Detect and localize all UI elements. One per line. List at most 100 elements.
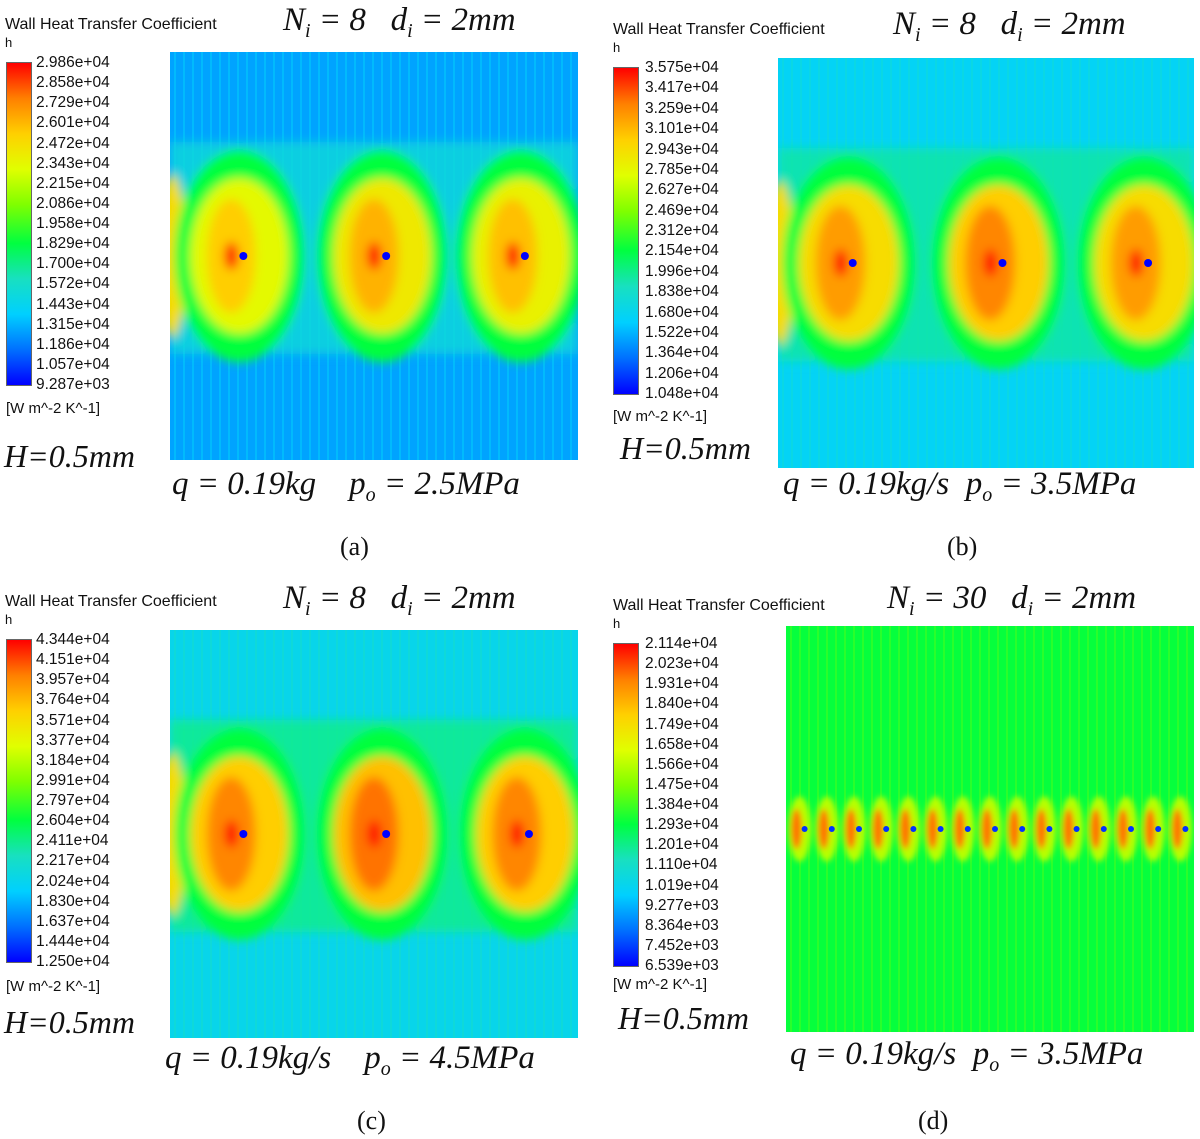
heatmap-plot [170, 630, 578, 1038]
colorbar-tick-label: 1.019e+04 [645, 876, 719, 894]
colorbar-tick-label: 3.377e+04 [36, 731, 110, 749]
hotspot-center [239, 830, 248, 838]
hotspot-center [856, 826, 862, 832]
hotspot-core [1063, 808, 1075, 850]
hotspot-peak [509, 820, 524, 848]
colorbar [6, 62, 32, 386]
colorbar-tick-label: 2.154e+04 [645, 242, 719, 260]
hotspot-peak [224, 242, 239, 270]
di-value: 2mm [451, 580, 516, 616]
hotspot-center [848, 259, 857, 267]
colorbar-tick-label: 2.343e+04 [36, 154, 110, 172]
variable-label: h [5, 612, 13, 627]
heatmap-plot [778, 58, 1194, 468]
colorbar-tick-label: 3.101e+04 [645, 120, 719, 138]
flow-conditions: q = 0.19kg/s po = 4.5MPa [165, 1040, 535, 1080]
colorbar-tick-label: 9.277e+03 [645, 896, 719, 914]
colorbar-tick-label: 2.729e+04 [36, 94, 110, 112]
colorbar-tick-label: 1.293e+04 [645, 816, 719, 834]
colorbar-tick-label: 1.838e+04 [645, 283, 719, 301]
di-value: 2mm [1071, 580, 1137, 616]
colorbar-tick-label: 2.991e+04 [36, 771, 110, 789]
q-label: q = 0.19kg/s [790, 1036, 957, 1072]
colorbar-tick-label: 1.110e+04 [645, 856, 718, 874]
hotspot-center [1100, 826, 1107, 832]
hotspot-center [1144, 259, 1153, 267]
po-value: 3.5MPa [1037, 1036, 1144, 1072]
panel-title: Wall Heat Transfer Coefficient [5, 16, 217, 33]
hotspot-core [872, 808, 884, 850]
colorbar-tick-label: 2.023e+04 [645, 655, 719, 673]
panel-title: Wall Heat Transfer Coefficient [613, 597, 825, 614]
colorbar-tick-label: 8.364e+03 [645, 916, 719, 934]
colorbar-tick-label: 4.151e+04 [36, 651, 110, 669]
hotspot-center [998, 259, 1007, 267]
hotspot-center [937, 826, 944, 832]
ni-value: 8 [349, 580, 366, 616]
hotspot-center [801, 826, 808, 832]
colorbar-tick-label: 2.411e+04 [36, 832, 109, 850]
colorbar-tick-label: 2.858e+04 [36, 74, 110, 92]
hotspot-center [524, 830, 533, 838]
panel-caption: (b) [947, 532, 978, 561]
colorbar-tick-label: 3.259e+04 [645, 99, 719, 117]
ni-value: 8 [349, 2, 366, 38]
colorbar-tick-label: 1.572e+04 [36, 275, 110, 293]
colorbar-tick-label: 1.680e+04 [645, 303, 719, 321]
hotspot-core [791, 808, 803, 850]
hotspot-center [964, 826, 971, 832]
colorbar-tick-label: 1.749e+04 [645, 715, 719, 733]
di-value: 2mm [451, 2, 516, 38]
hotspot-center [520, 252, 529, 260]
colorbar-tick-label: 2.785e+04 [645, 160, 719, 178]
hotspot-center [1073, 826, 1080, 832]
ni-value: 8 [959, 6, 976, 42]
colorbar-tick-label: 1.186e+04 [36, 335, 110, 353]
heatmap-plot [786, 626, 1194, 1032]
units-label: [W m^-2 K^-1] [6, 400, 101, 417]
variable-label: h [613, 616, 621, 631]
hotspot-peak [1129, 249, 1144, 277]
hotspot-core [899, 808, 911, 850]
units-label: [W m^-2 K^-1] [613, 976, 708, 993]
colorbar-tick-label: 1.931e+04 [645, 675, 719, 693]
colorbar-tick-label: 1.250e+04 [36, 953, 110, 970]
colorbar-tick-label: 2.215e+04 [36, 174, 110, 192]
colorbar-tick-label: 1.364e+04 [645, 344, 719, 362]
colorbar-tick-label: 3.575e+04 [645, 59, 719, 76]
flow-conditions: q = 0.19kg/s po = 3.5MPa [790, 1036, 1144, 1076]
hotspot-core [845, 808, 857, 850]
units-label: [W m^-2 K^-1] [6, 978, 101, 995]
colorbar-tick-label: 2.601e+04 [36, 114, 110, 132]
hotspot-peak [224, 820, 239, 848]
hotspot-peak [505, 242, 520, 270]
colorbar-tick-label: 2.472e+04 [36, 134, 110, 152]
colorbar-tick-label: 1.996e+04 [645, 262, 719, 280]
q-label: q = 0.19kg/s [165, 1040, 332, 1076]
colorbar-tick-label: 2.797e+04 [36, 792, 110, 809]
colorbar-tick-label: 2.627e+04 [645, 181, 719, 199]
variable-label: h [5, 35, 13, 50]
colorbar-tick-label: 1.658e+04 [645, 735, 719, 753]
hotspot-center [883, 826, 890, 832]
hotspot-center [382, 252, 391, 260]
hotspot-core [1090, 808, 1102, 850]
hotspot-peak [983, 249, 998, 277]
variable-label: h [613, 40, 621, 55]
colorbar-tick-label: 1.201e+04 [645, 836, 719, 854]
hotspot-center [992, 826, 998, 832]
hotspot-peak [833, 249, 848, 277]
colorbar-tick-label: 1.384e+04 [645, 796, 719, 813]
colorbar-tick-label: 1.522e+04 [645, 323, 719, 341]
h-label: H=0.5mm [4, 438, 135, 474]
colorbar-tick-label: 2.943e+04 [645, 140, 719, 158]
colorbar-tick-label: 3.957e+04 [36, 671, 110, 689]
colorbar-tick-label: 2.469e+04 [645, 201, 719, 219]
colorbar-tick-label: 3.184e+04 [36, 751, 110, 769]
hotspot-center [828, 826, 835, 832]
colorbar-tick-label: 1.443e+04 [36, 295, 110, 313]
h-label: H=0.5mm [620, 430, 751, 466]
po-value: 3.5MPa [1030, 466, 1137, 502]
colorbar-tick-label: 1.840e+04 [645, 695, 719, 713]
colorbar-tick-label: 1.958e+04 [36, 215, 110, 232]
